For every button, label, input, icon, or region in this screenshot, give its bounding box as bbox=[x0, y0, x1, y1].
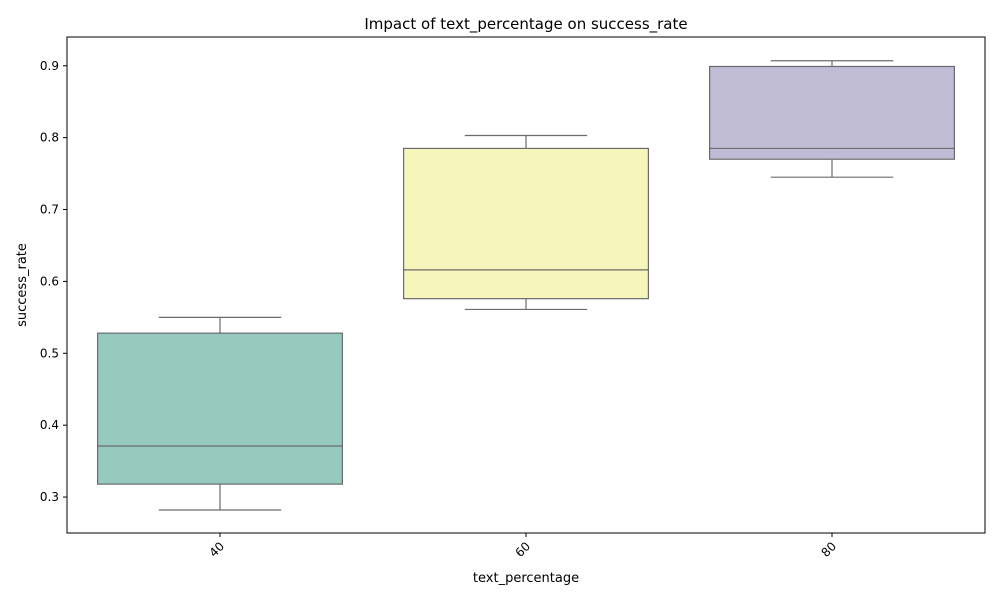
y-tick-label: 0.9 bbox=[40, 59, 59, 73]
x-tick-label: 80 bbox=[818, 539, 839, 560]
y-tick-label: 0.4 bbox=[40, 418, 59, 432]
y-tick-label: 0.8 bbox=[40, 131, 59, 145]
boxes-layer bbox=[96, 60, 955, 511]
box-group-40 bbox=[96, 316, 344, 511]
x-axis-label: text_percentage bbox=[473, 571, 579, 586]
box-group-80 bbox=[708, 60, 955, 178]
x-tick-label: 60 bbox=[512, 539, 533, 560]
y-axis-label: success_rate bbox=[15, 243, 30, 327]
y-tick-label: 0.6 bbox=[40, 274, 59, 288]
y-axis: 0.3 0.4 0.5 0.6 0.7 0.8 0.9 bbox=[40, 59, 67, 504]
x-tick-label: 40 bbox=[206, 539, 227, 560]
box-group-60 bbox=[403, 134, 650, 311]
box-40 bbox=[96, 332, 344, 485]
chart-title: Impact of text_percentage on success_rat… bbox=[364, 15, 687, 34]
x-axis: 40 60 80 bbox=[206, 533, 839, 560]
y-tick-label: 0.5 bbox=[40, 346, 59, 360]
box-80 bbox=[708, 65, 955, 160]
box-60 bbox=[403, 147, 650, 300]
y-tick-label: 0.3 bbox=[40, 490, 59, 504]
y-tick-label: 0.7 bbox=[40, 203, 59, 217]
